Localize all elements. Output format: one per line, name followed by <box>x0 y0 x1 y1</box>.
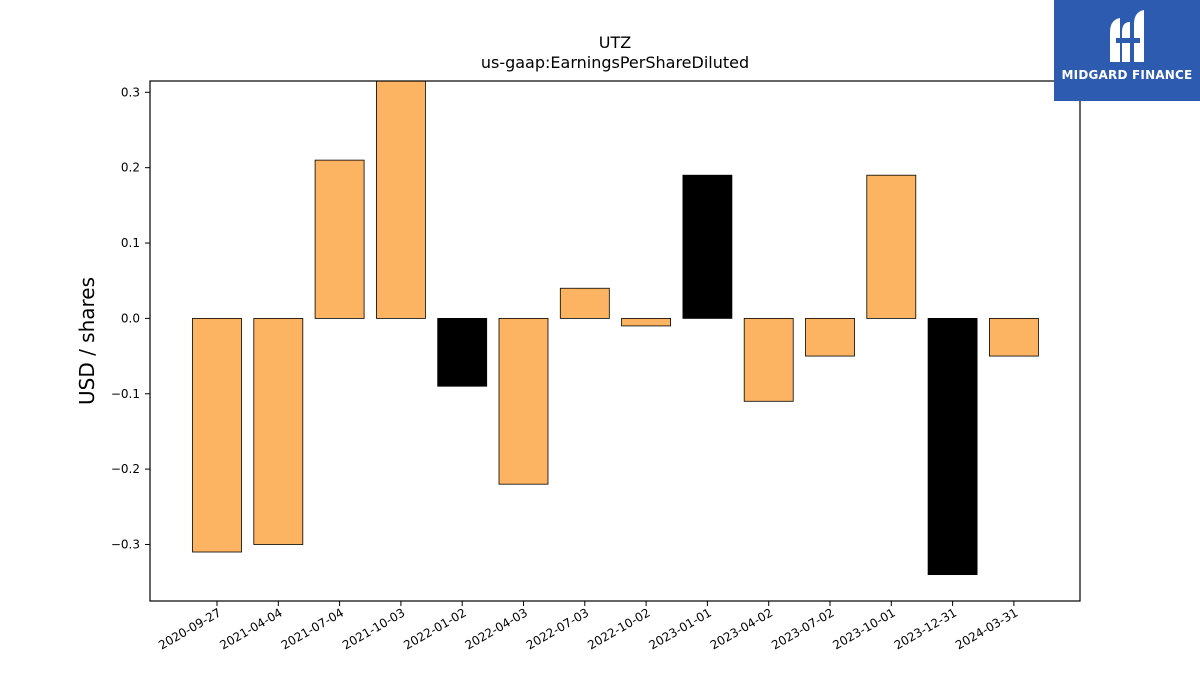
y-tick-label: −0.2 <box>111 462 140 476</box>
x-tick-label: 2022-04-03 <box>463 605 530 652</box>
x-tick-label: 2023-04-02 <box>708 605 775 652</box>
midgard-logo-mark-icon <box>1110 10 1144 62</box>
x-tick-label: 2022-01-02 <box>401 605 468 652</box>
bar-2022-04-03 <box>498 317 549 485</box>
x-tick-label: 2023-01-01 <box>646 605 713 652</box>
y-tick-label: 0.1 <box>121 236 140 250</box>
bar-2023-12-31 <box>927 317 978 576</box>
x-tick-label: 2021-10-03 <box>340 605 407 652</box>
plot-frame <box>149 80 1081 602</box>
bar-2023-07-02 <box>805 317 855 357</box>
bar-2022-07-03 <box>559 287 610 319</box>
bars <box>192 80 1039 576</box>
chart-subtitle: us-gaap:EarningsPerShareDiluted <box>481 53 749 72</box>
y-tick-label: 0.0 <box>121 311 140 325</box>
x-tick-label: 2022-07-03 <box>524 605 591 652</box>
x-tick-label: 2021-04-04 <box>217 605 284 652</box>
y-tick-label: −0.1 <box>111 387 140 401</box>
x-tick-label: 2023-10-01 <box>830 605 897 652</box>
y-axis-label: USD / shares <box>75 277 99 405</box>
midgard-finance-logo: MIDGARD FINANCE <box>1054 0 1200 101</box>
bar-2021-10-03 <box>375 80 426 319</box>
bar-2023-04-02 <box>743 317 794 402</box>
bar-2022-10-02 <box>621 317 671 327</box>
y-tick-label: 0.2 <box>121 161 140 175</box>
chart-title: UTZ <box>599 33 631 52</box>
bar-2023-01-01 <box>682 174 733 319</box>
logo-text: MIDGARD FINANCE <box>1061 68 1193 82</box>
x-tick-label: 2021-07-04 <box>279 605 346 652</box>
x-tick-label: 2020-09-27 <box>156 605 223 652</box>
bar-2020-09-27 <box>192 317 242 553</box>
x-tick-label: 2024-03-31 <box>953 605 1020 652</box>
bar-2021-07-04 <box>314 159 365 319</box>
y-axis-ticks: −0.3 −0.2 −0.1 0.0 0.1 0.2 0.3 <box>111 85 150 551</box>
y-tick-label: −0.3 <box>111 537 140 551</box>
bar-2024-03-31 <box>989 317 1039 357</box>
bar-2021-04-04 <box>253 317 304 545</box>
y-tick-label: 0.3 <box>121 85 140 99</box>
bar-2022-01-02 <box>437 317 488 387</box>
x-tick-label: 2023-12-31 <box>892 605 959 652</box>
x-axis-ticks: 2020-09-272021-04-042021-07-042021-10-03… <box>156 601 1020 652</box>
x-tick-label: 2022-10-02 <box>585 605 652 652</box>
bar-2023-10-01 <box>866 174 917 319</box>
x-tick-label: 2023-07-02 <box>769 605 836 652</box>
